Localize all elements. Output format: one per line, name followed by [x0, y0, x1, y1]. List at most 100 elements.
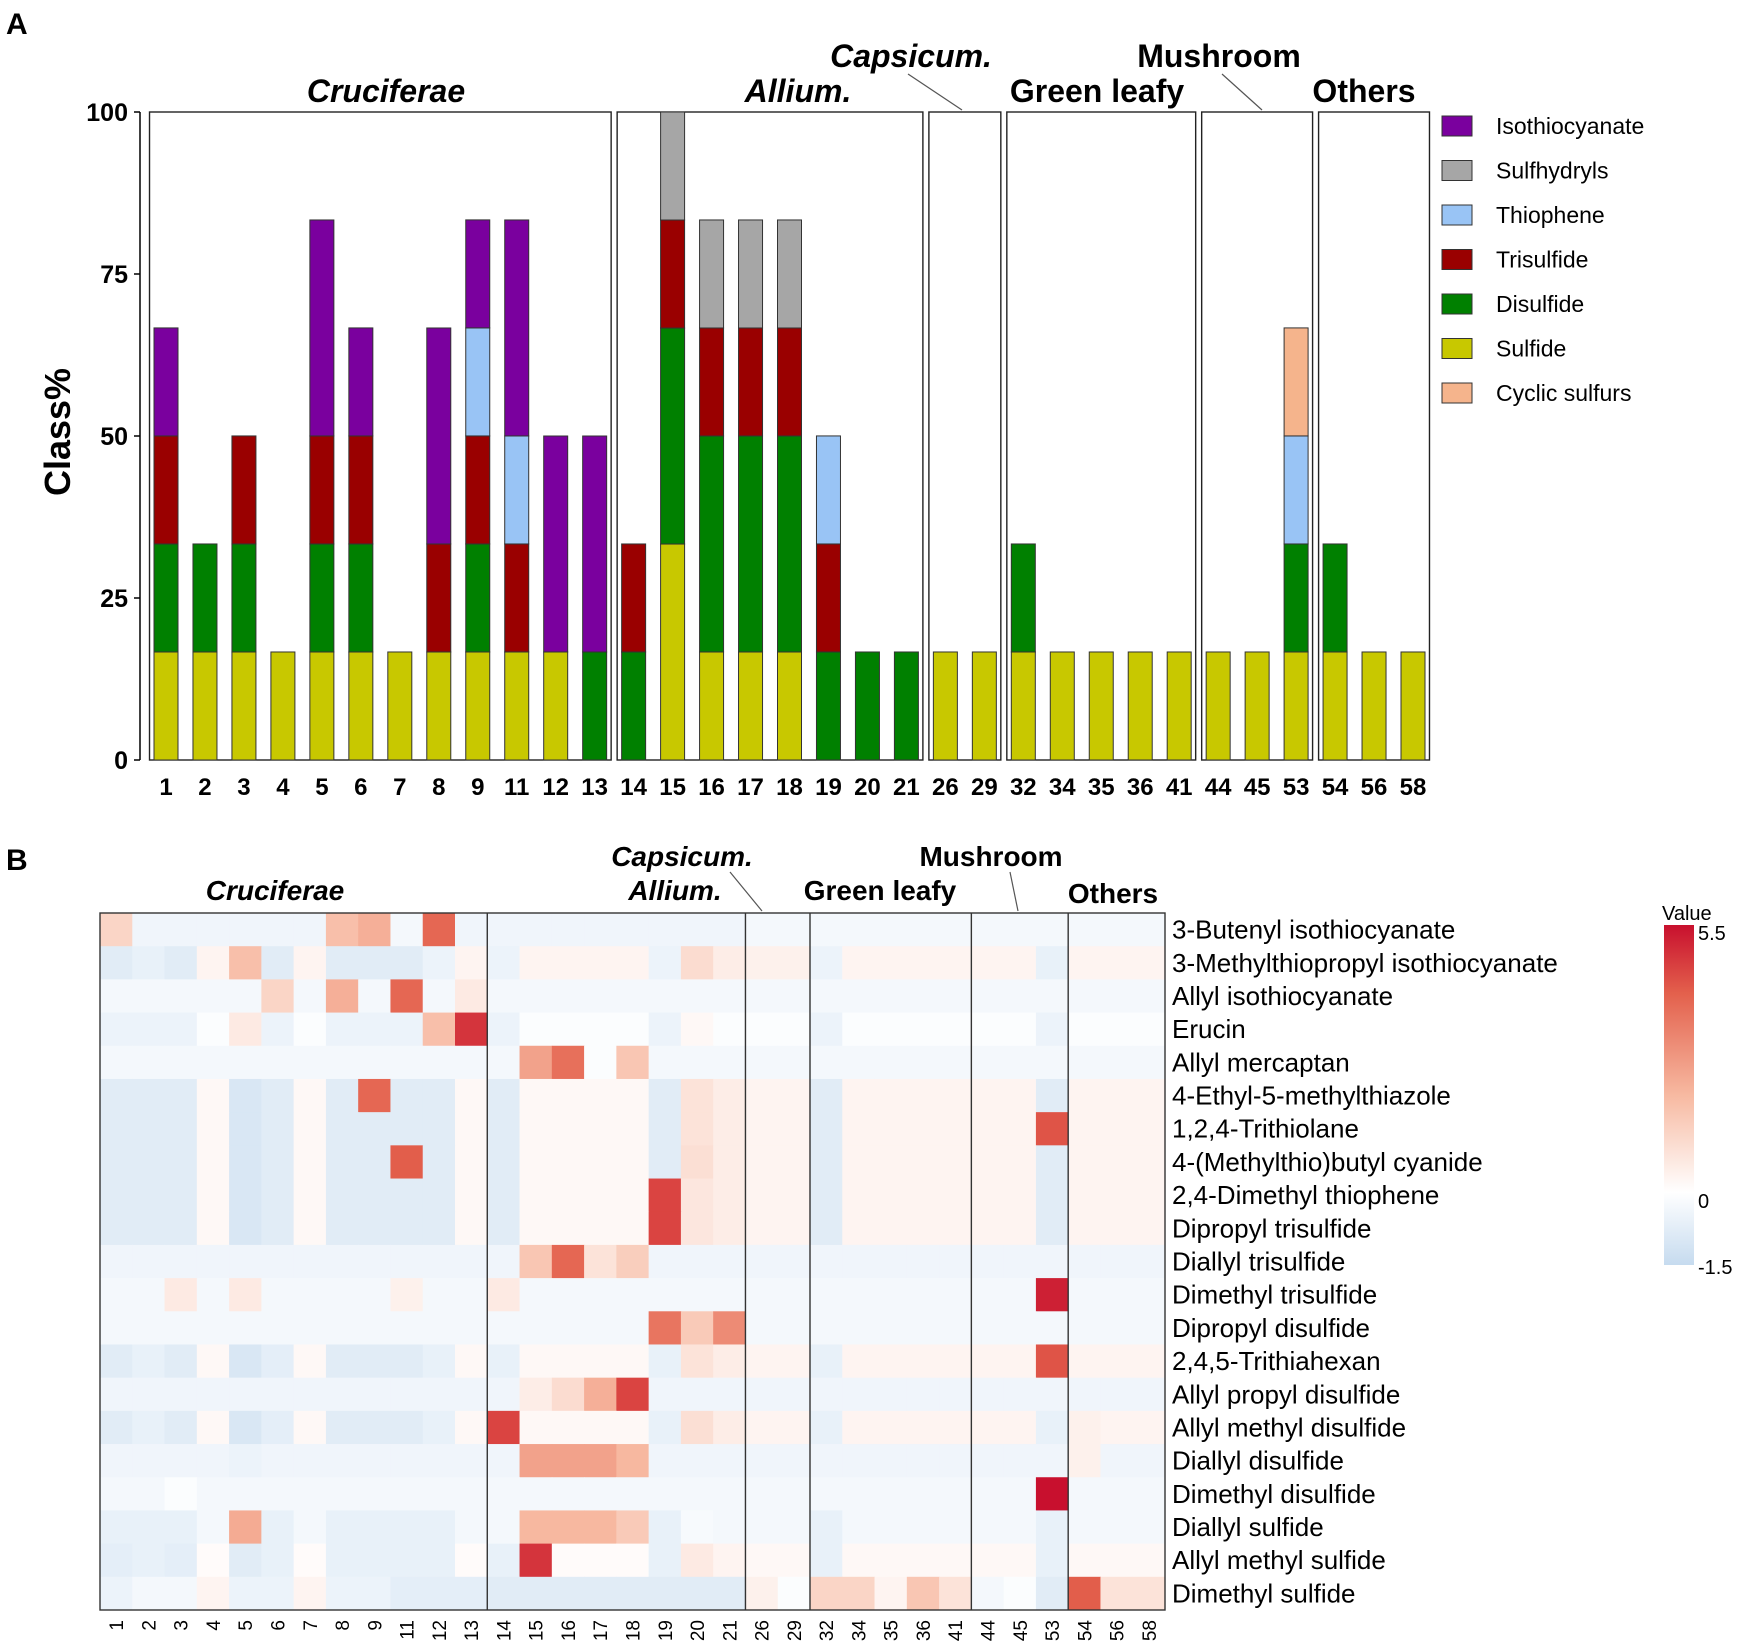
heatmap-cell — [680, 1244, 714, 1279]
heatmap-cell — [422, 1112, 456, 1146]
heatmap-cell — [422, 1278, 456, 1312]
heatmap-cell — [971, 1311, 1005, 1345]
column-label: 15 — [527, 1620, 548, 1641]
group-frame-cruciferae — [148, 111, 612, 761]
heatmap-cell — [229, 1510, 262, 1545]
heatmap-cell — [1100, 1477, 1134, 1511]
heatmap-cell — [358, 1278, 391, 1312]
heatmap-cell — [100, 913, 133, 947]
heatmap-cell — [1132, 946, 1166, 980]
heatmap-cell — [1068, 1444, 1101, 1478]
heatmap-cell — [229, 946, 262, 980]
heatmap-cell — [616, 1543, 650, 1578]
heatmap-cell — [1100, 1178, 1134, 1213]
heatmap-cell — [132, 1078, 166, 1113]
heatmap-cell — [648, 946, 682, 980]
bar-isothiocyanate-11 — [504, 219, 530, 437]
heatmap-cell — [906, 1444, 940, 1478]
heatmap-cell — [261, 1311, 295, 1345]
bar-disulfide-17 — [738, 435, 764, 653]
bar-trisulfide-14 — [621, 543, 647, 653]
heatmap-cell — [616, 1510, 650, 1545]
heatmap-cell — [293, 1012, 327, 1047]
heatmap-cell — [164, 1211, 198, 1246]
heatmap-cell — [261, 1477, 295, 1511]
heatmap-cell — [777, 1543, 811, 1578]
heatmap-cell — [810, 1477, 843, 1511]
heatmap-cell — [777, 1211, 811, 1246]
heatmap-cell — [293, 1078, 327, 1113]
panel-a-label: A — [6, 8, 28, 41]
heatmap-cell — [777, 1045, 811, 1080]
heatmap-cell — [680, 1410, 714, 1445]
heatmap-cell — [745, 1344, 779, 1379]
heatmap-cell — [971, 1112, 1005, 1146]
heatmap-cell — [551, 1410, 585, 1445]
bar-trisulfide-19 — [815, 543, 841, 653]
bar-isothiocyanate-5 — [309, 219, 335, 437]
heatmap-cell — [713, 979, 746, 1014]
bar-disulfide-6 — [348, 543, 374, 653]
heatmap-cell — [390, 1543, 424, 1578]
heatmap-cell — [229, 1278, 262, 1312]
heatmap-cell — [551, 1377, 585, 1412]
heatmap-cell — [648, 1410, 682, 1445]
heatmap-cell — [261, 1510, 295, 1545]
heatmap-group-frames — [99, 912, 1166, 1611]
heatmap-cell — [519, 1344, 553, 1379]
heatmap-cell — [325, 1377, 359, 1412]
heatmap-cell — [616, 1410, 650, 1445]
heatmap-cell — [906, 1045, 940, 1080]
heatmap-cell — [713, 1244, 746, 1279]
heatmap-cell — [713, 1045, 746, 1080]
heatmap-cell — [455, 913, 488, 947]
heatmap-cell — [680, 1112, 714, 1146]
heatmap-cell — [455, 1012, 488, 1047]
heatmap-cell — [713, 1278, 746, 1312]
bar-disulfide-16 — [699, 435, 725, 653]
heatmap-cell — [390, 913, 424, 947]
x-tick-label: 34 — [1049, 774, 1076, 801]
heatmap-cell — [196, 913, 230, 947]
column-label: 1 — [107, 1620, 128, 1631]
heatmap-cell — [616, 1377, 650, 1412]
heatmap-cell — [1003, 1444, 1037, 1478]
heatmap-cell — [455, 1112, 488, 1146]
heatmap-cell — [1132, 1045, 1166, 1080]
heatmap-cell — [132, 1145, 166, 1180]
x-tick-label: 4 — [276, 774, 290, 801]
heatmap-cell — [293, 1576, 327, 1611]
heatmap-cell — [1132, 1112, 1166, 1146]
heatmap-cell — [261, 913, 295, 947]
heatmap-frame — [99, 912, 1166, 1611]
heatmap-cell — [745, 1477, 779, 1511]
heatmap-cell — [842, 1543, 876, 1578]
bar-disulfide-32 — [1010, 543, 1036, 653]
heatmap-cell — [616, 979, 650, 1014]
heatmap-cell — [971, 1444, 1005, 1478]
column-label: 56 — [1108, 1620, 1129, 1641]
heatmap-cell — [906, 1377, 940, 1412]
heatmap-cell — [648, 1012, 682, 1047]
heatmap-group-label-green-leafy: Green leafy — [804, 875, 957, 906]
heatmap-cell — [1068, 1543, 1101, 1578]
heatmap-cell — [1003, 946, 1037, 980]
heatmap-cell — [358, 1444, 391, 1478]
heatmap-cell — [196, 1045, 230, 1080]
x-tick-label: 45 — [1244, 774, 1271, 801]
heatmap-cell — [100, 1477, 133, 1511]
column-label: 8 — [333, 1620, 354, 1631]
heatmap-cell — [390, 1377, 424, 1412]
heatmap-group-label-leader — [729, 871, 763, 912]
heatmap-cell — [1100, 1012, 1134, 1047]
heatmap-cell — [874, 1278, 908, 1312]
heatmap-cell — [164, 1510, 198, 1545]
heatmap-cell — [1132, 1543, 1166, 1578]
heatmap-cell — [358, 1377, 391, 1412]
heatmap-cell — [810, 1078, 843, 1113]
heatmap-cell — [584, 1178, 617, 1213]
heatmap-cell — [1100, 1344, 1134, 1379]
bar-sulfide-7 — [387, 651, 413, 761]
heatmap-cell — [777, 1344, 811, 1379]
colorbar-title: Value — [1662, 903, 1712, 925]
